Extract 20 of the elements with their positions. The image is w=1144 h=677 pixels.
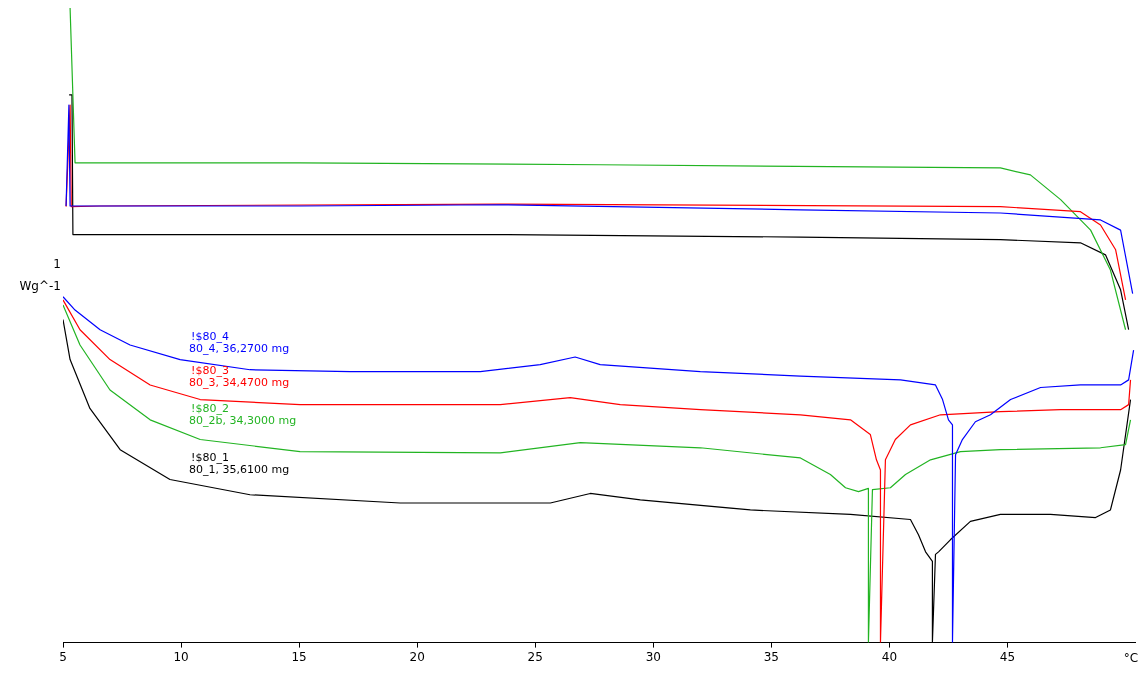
annotation: 80_2b, 34,3000 mg [189,413,297,427]
x-tick-label: 20 [409,649,425,664]
x-tick-label: 10 [173,649,189,664]
annotation: 80_3, 34,4700 mg [189,375,290,389]
x-axis-title: °C [1123,650,1139,665]
x-tick-label: 35 [763,649,780,664]
x-tick-label: 5 [59,649,67,664]
x-tick-label: 30 [645,649,661,664]
text: 1 [53,257,61,272]
series-label: !$80_2 [191,401,229,415]
y-axis-title: Wg^-1 [19,279,61,294]
x-tick-label: 15 [291,649,307,664]
annotation: 80_1, 35,6100 mg [189,463,290,477]
series-label: !$80_1 [191,451,229,465]
x-tick-label: 40 [881,649,898,664]
annotation: 80_4, 36,2700 mg [189,341,290,355]
series-label: !$80_4 [191,329,229,343]
x-tick-label: 45 [999,649,1016,664]
x-tick-label: 25 [527,649,543,664]
series-label: !$80_3 [191,363,229,377]
